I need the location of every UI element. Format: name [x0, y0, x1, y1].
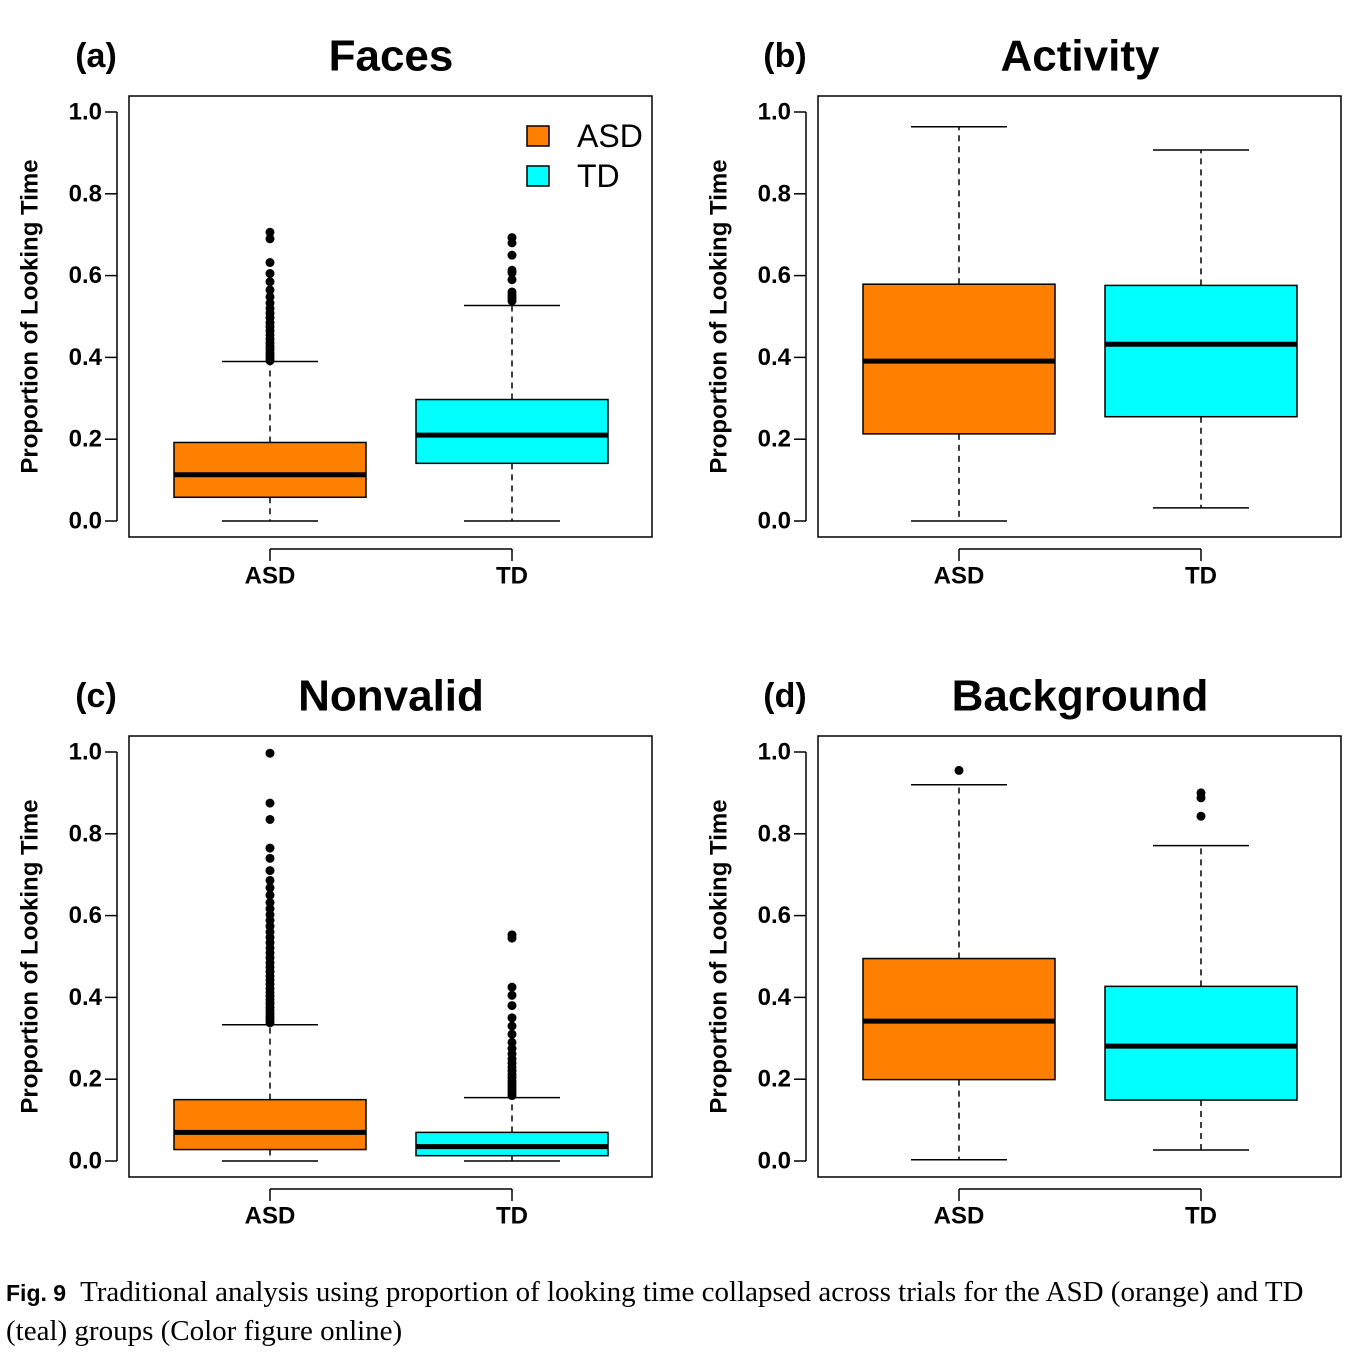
outlier-point: [265, 814, 275, 824]
outlier-point: [507, 990, 517, 1000]
outlier-point: [265, 292, 275, 302]
outlier-point: [265, 227, 275, 237]
outlier-point: [265, 866, 275, 876]
plot-frame: [128, 95, 653, 538]
outlier-point: [507, 1001, 517, 1011]
y-tick-label: 0.0: [758, 508, 791, 535]
outlier-point: [507, 287, 517, 297]
figure-boxplots: (a) Faces 0.0 0.2 0.4 0.6 0.8 1.0 Proportion of …: [17, 32, 1342, 1230]
y-tick-label: 0.2: [758, 426, 791, 453]
outlier-point: [507, 250, 517, 260]
y-tick-label: 0.6: [69, 902, 102, 929]
chart-title: Faces: [329, 32, 454, 81]
outlier-point: [265, 285, 275, 295]
box-asd: [173, 1098, 367, 1151]
y-tick-label: 1.0: [758, 99, 791, 126]
caption-label: Fig. 9: [6, 1280, 67, 1306]
outlier-point: [507, 1029, 517, 1039]
y-tick-label: 0.0: [69, 1148, 102, 1175]
x-tick-label: ASD: [245, 563, 296, 590]
legend-label-td: TD: [577, 158, 620, 194]
outlier-point: [265, 853, 275, 863]
y-tick-label: 0.2: [69, 426, 102, 453]
y-tick-label: 1.0: [758, 739, 791, 766]
legend-label-asd: ASD: [577, 118, 643, 154]
y-tick-label: 0.8: [69, 820, 102, 847]
outlier-point: [265, 898, 275, 908]
box-td: [1104, 284, 1298, 418]
plot-frame: [817, 95, 1342, 538]
outlier-point: [507, 982, 517, 992]
panel-label: (a): [75, 37, 117, 75]
panel-label: (d): [763, 677, 806, 715]
outlier-point: [265, 798, 275, 808]
panel-label: (c): [75, 677, 117, 715]
box-asd: [173, 441, 367, 499]
x-tick-label: TD: [1185, 563, 1217, 590]
y-axis-label: Proportion of Looking Time: [17, 159, 44, 473]
x-tick-label: TD: [1185, 1203, 1217, 1230]
x-tick-label: TD: [496, 563, 528, 590]
box-td: [415, 398, 609, 465]
outlier-point: [507, 275, 517, 285]
outlier-point: [265, 883, 275, 893]
outlier-point: [265, 875, 275, 885]
chart-title: Activity: [1001, 32, 1160, 81]
box-td: [1104, 985, 1298, 1101]
x-tick-label: ASD: [934, 563, 985, 590]
x-tick-label: TD: [496, 1203, 528, 1230]
outlier-point: [1196, 811, 1206, 821]
outlier-point: [265, 843, 275, 853]
chart-title: Nonvalid: [298, 672, 484, 721]
outlier-point: [265, 234, 275, 244]
y-tick-label: 0.0: [758, 1148, 791, 1175]
x-tick-label: ASD: [245, 1203, 296, 1230]
outlier-point: [507, 1021, 517, 1031]
outlier-point: [265, 258, 275, 268]
y-tick-label: 0.6: [69, 262, 102, 289]
outlier-point: [265, 748, 275, 758]
y-tick-label: 0.8: [69, 180, 102, 207]
outlier-point: [954, 765, 964, 775]
y-tick-label: 0.2: [758, 1066, 791, 1093]
y-axis-label: Proportion of Looking Time: [17, 799, 44, 1113]
outlier-point: [507, 233, 517, 243]
y-axis-label: Proportion of Looking Time: [706, 159, 733, 473]
outlier-point: [507, 930, 517, 940]
figure-caption: Fig. 9 Traditional analysis using proport…: [6, 1273, 1358, 1350]
panel-d: (d) Background 0.0 0.2 0.4 0.6 0.8 1.0 Proportio…: [706, 672, 1342, 1230]
outlier-point: [265, 269, 275, 279]
legend-swatch-asd: [526, 125, 550, 147]
outlier-point: [507, 265, 517, 275]
panel-b: (b) Activity 0.0 0.2 0.4 0.6 0.8 1.0 Proportion …: [706, 32, 1342, 590]
chart-title: Background: [952, 672, 1209, 721]
panel-label: (b): [763, 37, 806, 75]
y-axis-label: Proportion of Looking Time: [706, 799, 733, 1113]
y-tick-label: 0.4: [69, 984, 103, 1011]
x-tick-label: ASD: [934, 1203, 985, 1230]
plot-frame: [128, 735, 653, 1178]
panel-c: (c) Nonvalid 0.0 0.2 0.4 0.6 0.8 1.0 Proportion …: [17, 672, 653, 1230]
y-tick-label: 0.4: [69, 344, 103, 371]
y-tick-label: 0.4: [758, 984, 792, 1011]
legend-swatch-td: [526, 165, 550, 187]
y-tick-label: 0.2: [69, 1066, 102, 1093]
outlier-point: [265, 277, 275, 287]
y-tick-label: 0.8: [758, 820, 791, 847]
y-tick-label: 0.8: [758, 180, 791, 207]
outlier-point: [1196, 788, 1206, 798]
outlier-point: [507, 1037, 517, 1047]
y-tick-label: 0.6: [758, 262, 791, 289]
y-tick-label: 0.0: [69, 508, 102, 535]
y-tick-label: 0.6: [758, 902, 791, 929]
panel-a: (a) Faces 0.0 0.2 0.4 0.6 0.8 1.0 Proportion of …: [17, 32, 653, 590]
outlier-point: [507, 1013, 517, 1023]
plot-frame: [817, 735, 1342, 1178]
caption-text: Traditional analysis using proportion of…: [6, 1276, 1304, 1347]
y-tick-label: 1.0: [69, 739, 102, 766]
box-td: [415, 1131, 609, 1157]
y-tick-label: 0.4: [758, 344, 792, 371]
y-tick-label: 1.0: [69, 99, 102, 126]
outlier-point: [265, 890, 275, 900]
